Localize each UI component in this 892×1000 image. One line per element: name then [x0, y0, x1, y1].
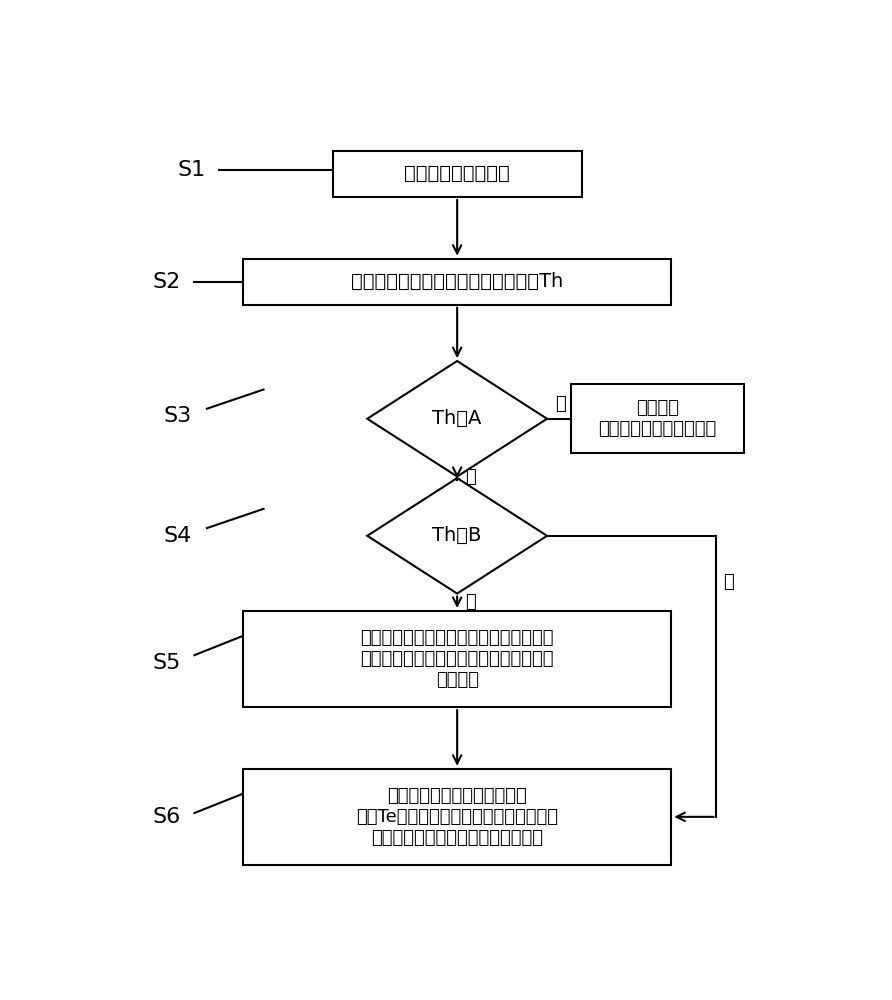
FancyBboxPatch shape — [243, 611, 672, 707]
Text: 空调以制热模式运行: 空调以制热模式运行 — [404, 164, 510, 183]
Text: 否: 否 — [556, 395, 566, 413]
Text: 根据压缩机开启后室内冷凝器
温度Te和压缩机频率是否满足预设关系，
确认检测排气传感器是否开路的条件: 根据压缩机开启后室内冷凝器 温度Te和压缩机频率是否满足预设关系， 确认检测排气… — [356, 787, 558, 847]
Text: S4: S4 — [163, 526, 192, 546]
Text: 是: 是 — [466, 468, 476, 486]
Text: S1: S1 — [178, 160, 205, 180]
Text: Th＜B: Th＜B — [433, 526, 482, 545]
FancyBboxPatch shape — [243, 259, 672, 305]
Text: 压缩机开启过程中，不再判断排气传感器
的开路故障，以默认排气温度处理，空调
正常运行: 压缩机开启过程中，不再判断排气传感器 的开路故障，以默认排气温度处理，空调 正常… — [360, 629, 554, 689]
Text: S3: S3 — [163, 406, 192, 426]
Text: 记录压缩机开启前的室外蒸发器温度Th: 记录压缩机开启前的室外蒸发器温度Th — [351, 272, 563, 291]
Text: 是: 是 — [723, 573, 734, 591]
Text: Th＜A: Th＜A — [433, 409, 482, 428]
Text: 否: 否 — [466, 593, 476, 611]
Text: S2: S2 — [153, 272, 181, 292]
Text: S5: S5 — [153, 653, 181, 673]
Text: S6: S6 — [153, 807, 181, 827]
FancyBboxPatch shape — [571, 384, 744, 453]
FancyBboxPatch shape — [333, 151, 582, 197]
Text: 执行常规
排气传感器故障检测判断: 执行常规 排气传感器故障检测判断 — [599, 399, 717, 438]
FancyBboxPatch shape — [243, 769, 672, 865]
